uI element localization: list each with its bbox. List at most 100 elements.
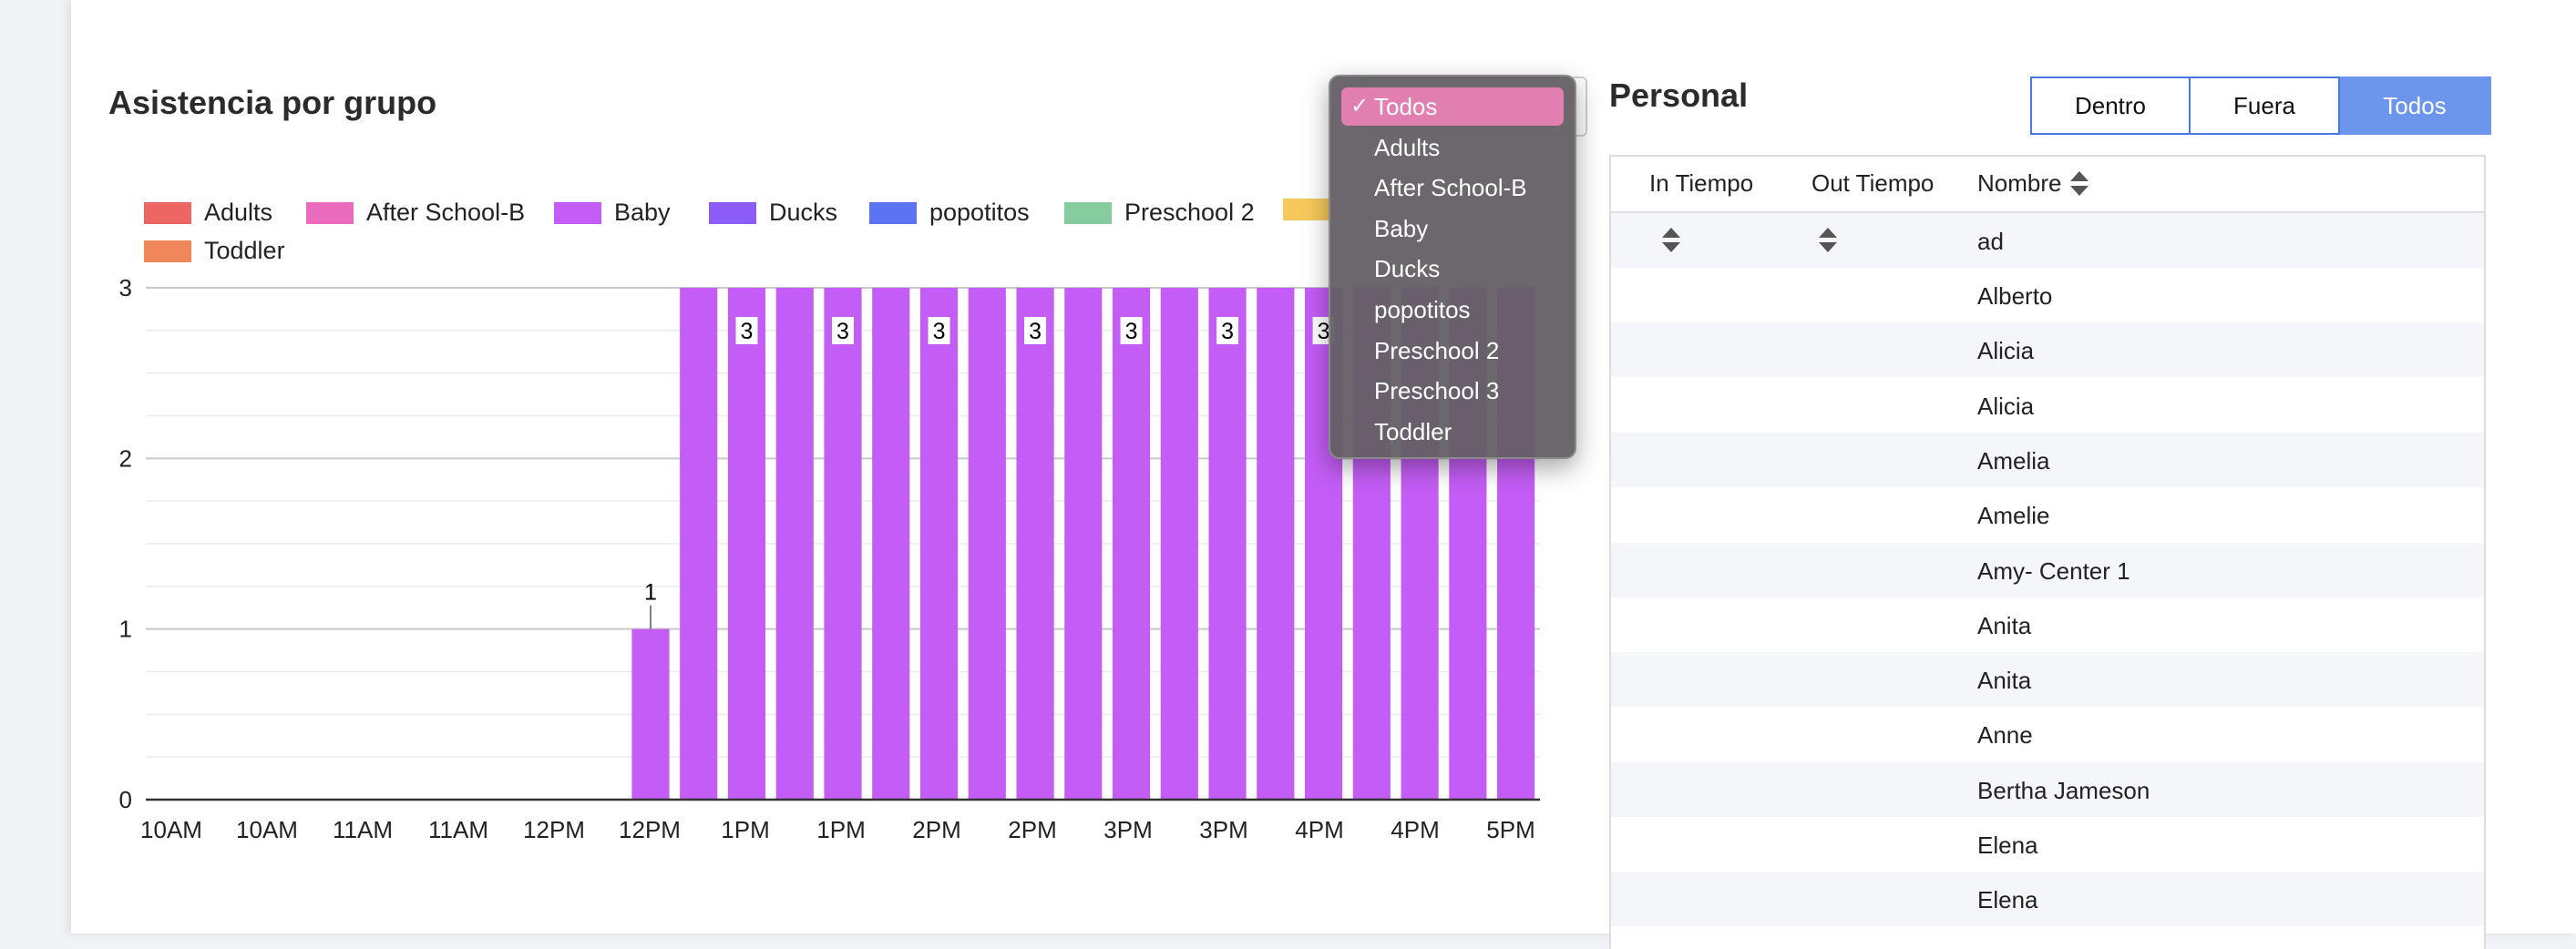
x-tick-label: 2PM [1008, 816, 1056, 843]
legend-item[interactable] [1283, 199, 1343, 220]
bar [775, 288, 814, 800]
data-label: 1 [644, 580, 657, 606]
legend-swatch [306, 201, 354, 224]
bar [1257, 288, 1295, 800]
dropdown-option[interactable]: Adults [1341, 128, 1564, 167]
bar [1064, 288, 1103, 800]
x-tick-label: 10AM [236, 816, 298, 843]
legend-item[interactable]: Adults [144, 199, 272, 227]
tab-fuera[interactable]: Fuera [2191, 77, 2340, 135]
staff-name: Alicia [1977, 392, 2035, 420]
bar [824, 288, 862, 800]
legend-swatch [709, 201, 756, 224]
table-row[interactable]: Alicia [1611, 322, 2484, 378]
check-icon: ✓ [1350, 94, 1370, 118]
table-row[interactable]: Amelie [1611, 487, 2484, 542]
data-label: 3 [1318, 319, 1330, 344]
sort-in-tiempo-icon[interactable] [1662, 227, 1680, 254]
table-row[interactable]: Alicia [1611, 378, 2484, 433]
dropdown-option-label: Ducks [1374, 255, 1441, 283]
table-row[interactable]: Anita [1611, 597, 2484, 652]
legend-swatch [554, 201, 601, 224]
dropdown-option-label: After School-B [1374, 174, 1527, 202]
table-row[interactable]: Anne [1611, 707, 2484, 761]
bar [1112, 288, 1151, 800]
x-tick-label: 2PM [912, 816, 960, 843]
data-label: 3 [1125, 319, 1138, 344]
x-tick-label: 1PM [816, 816, 865, 843]
legend-item[interactable]: Toddler [144, 237, 285, 265]
data-label-bg [1024, 317, 1047, 344]
column-nombre[interactable]: Nombre [1977, 169, 2089, 198]
dropdown-option[interactable]: Toddler [1341, 413, 1564, 451]
dropdown-option-label: Baby [1374, 214, 1429, 242]
x-tick-label: 12PM [523, 816, 585, 843]
table-row[interactable]: Amelia [1611, 432, 2484, 487]
legend-swatch [1283, 199, 1330, 220]
dropdown-option-label: popotitos [1374, 296, 1471, 323]
table-row[interactable]: Anita [1611, 652, 2484, 708]
table-row[interactable]: Bertha Jameson [1611, 761, 2484, 817]
x-tick-label: 5PM [1486, 816, 1534, 843]
name-filter-value[interactable]: ad [1977, 228, 2004, 255]
y-tick-label: 3 [119, 274, 132, 301]
chart-title: Asistencia por grupo [108, 84, 437, 121]
legend-label: Baby [614, 199, 671, 226]
legend-label: After School-B [366, 199, 526, 226]
bar [919, 288, 959, 800]
x-tick-label: 1PM [721, 816, 769, 843]
x-tick-label: 3PM [1103, 816, 1152, 843]
legend-item[interactable]: Ducks [709, 199, 837, 227]
legend-item[interactable]: popotitos [869, 199, 1030, 227]
table-filter-row: ad [1611, 213, 2484, 268]
table-row[interactable]: Elena [1611, 817, 2484, 872]
column-out-tiempo[interactable]: Out Tiempo [1811, 169, 1934, 198]
staff-name: Elena [1977, 832, 2038, 859]
data-label-bg [1120, 317, 1143, 344]
table-row[interactable]: Alberto [1611, 268, 2484, 322]
legend-label: Adults [204, 199, 273, 226]
table-header: In Tiempo Out Tiempo Nombre [1611, 157, 2484, 213]
dropdown-option[interactable]: Baby [1341, 209, 1564, 248]
data-label: 3 [1029, 319, 1042, 344]
column-label: Nombre [1977, 169, 2062, 197]
bar [872, 288, 910, 800]
legend-item[interactable]: Baby [554, 199, 671, 227]
staff-name: Anita [1977, 611, 2032, 639]
bar [727, 288, 766, 800]
dropdown-option[interactable]: After School-B [1341, 168, 1564, 207]
legend-swatch [144, 201, 191, 224]
data-label: 3 [741, 319, 754, 344]
bar [1160, 288, 1198, 800]
legend-label: Preschool 2 [1124, 199, 1255, 226]
table-row[interactable]: Elena [1611, 872, 2484, 927]
staff-table: In Tiempo Out Tiempo Nombre ad Alberto Al… [1609, 155, 2486, 949]
staff-name: Anne [1977, 721, 2033, 750]
dropdown-option[interactable]: Ducks [1341, 250, 1564, 288]
x-tick-label: 10AM [140, 816, 202, 843]
data-label: 3 [836, 319, 849, 344]
staff-name: Bertha Jameson [1977, 776, 2150, 804]
y-tick-label: 1 [119, 616, 132, 643]
x-tick-label: 4PM [1295, 816, 1343, 843]
bar [631, 628, 670, 800]
dropdown-option[interactable]: Preschool 2 [1341, 332, 1564, 370]
bar [968, 288, 1006, 800]
x-tick-label: 3PM [1199, 816, 1247, 843]
column-in-tiempo[interactable]: In Tiempo [1649, 169, 1753, 198]
tab-dentro[interactable]: Dentro [2030, 77, 2191, 135]
bar [1208, 288, 1247, 800]
sort-icon[interactable] [2070, 170, 2089, 198]
dropdown-option[interactable]: Preschool 3 [1341, 372, 1564, 410]
legend-item[interactable]: Preschool 2 [1064, 199, 1255, 227]
dropdown-option[interactable]: ✓ Todos [1341, 87, 1564, 126]
legend-item[interactable]: After School-B [306, 199, 525, 227]
table-row[interactable]: Amy- Center 1 [1611, 542, 2484, 597]
x-tick-label: 11AM [333, 816, 393, 843]
sort-out-tiempo-icon[interactable] [1819, 227, 1837, 254]
group-filter-dropdown: ✓ Todos Adults After School-B Baby Ducks popot… [1329, 75, 1576, 459]
legend-label: Toddler [204, 237, 285, 264]
legend-swatch [144, 240, 191, 262]
tab-todos[interactable]: Todos [2340, 77, 2491, 135]
dropdown-option[interactable]: popotitos [1341, 291, 1564, 329]
